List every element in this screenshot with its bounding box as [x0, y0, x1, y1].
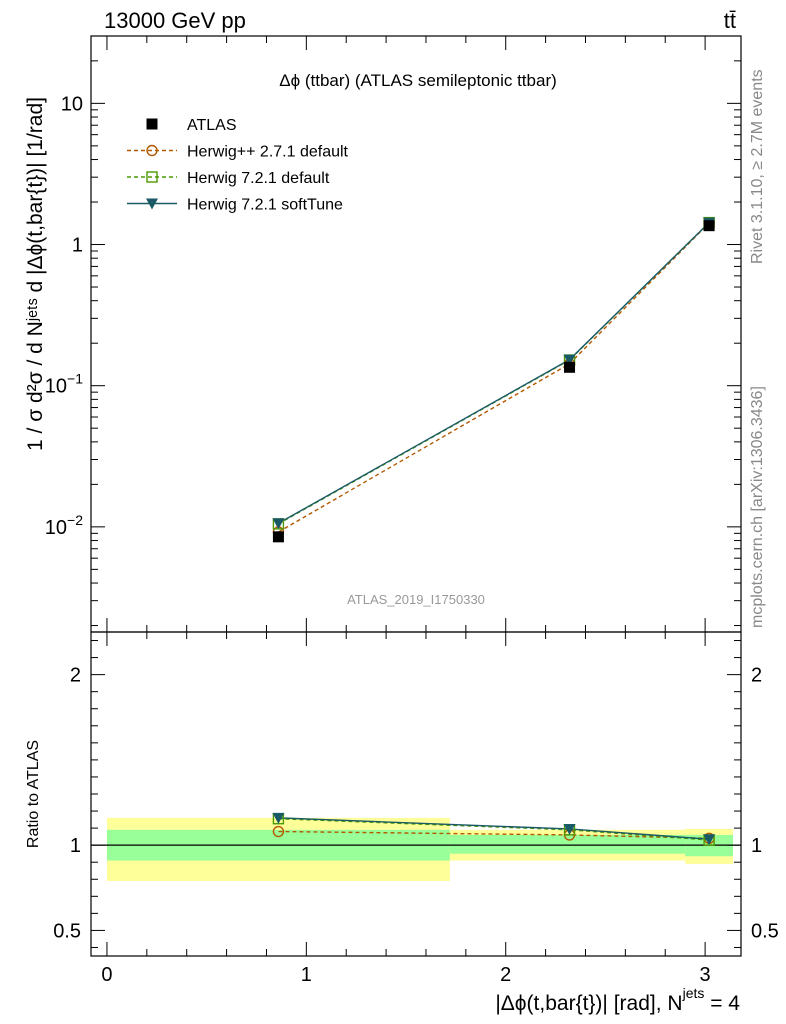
- main-series: [272, 216, 716, 543]
- main-panel: 10−2 10−1 1 10 Δϕ (ttbar) (ATLAS semilepton…: [24, 35, 742, 633]
- main-y-tick-label: 1: [72, 235, 83, 257]
- analysis-id: ATLAS_2019_I1750330: [347, 592, 485, 607]
- site-label: mcplots.cern.ch [arXiv:1306.3436]: [749, 386, 766, 628]
- x-axis-label-main: |Δϕ(t,bar{t})| [rad], N: [495, 992, 682, 1015]
- ratio-y-tick-label-left: 0.5: [53, 920, 81, 942]
- beam-label: 13000 GeV pp: [104, 8, 246, 33]
- ratio-point: [563, 823, 576, 835]
- x-tick-label: 0: [101, 964, 112, 986]
- x-axis-label-tail: = 4: [704, 992, 740, 1015]
- ratio-y-tick-label-left: 1: [70, 835, 81, 857]
- main-y-tick-label: 10: [61, 93, 83, 115]
- legend-label: Herwig 7.2.1 softTune: [187, 197, 343, 214]
- x-axis-label: |Δϕ(t,bar{t})| [rad], Njets = 4: [495, 985, 740, 1015]
- ratio-bands: [91, 817, 741, 881]
- main-y-axis-label: 1 / σ d²σ / d Nʲᵉᵗˢ d |Δϕ(t,bar{t})| [1/…: [24, 97, 47, 451]
- x-tick-label: 3: [700, 964, 711, 986]
- ratio-point: [272, 812, 285, 824]
- legend-marker: [146, 171, 158, 183]
- uncertainty-band-inner: [449, 834, 686, 854]
- ratio-y-tick-label-right: 1: [751, 835, 762, 857]
- legend-marker: [146, 144, 158, 157]
- ratio-series: [272, 812, 716, 846]
- main-series-line: [278, 222, 710, 524]
- legend-marker: [146, 118, 158, 130]
- ratio-y-tick-label-right: 2: [751, 665, 762, 687]
- ratio-ticks: 0.5 0.5 1 1 2 2 0 1 2 3: [53, 632, 779, 986]
- ratio-frame: [90, 631, 742, 957]
- legend-label: Herwig 7.2.1 default: [187, 170, 330, 187]
- main-ticks: 10−2 10−1 1 10: [45, 35, 741, 632]
- x-axis-label-sup: jets: [682, 985, 705, 1001]
- main-point: [272, 531, 284, 543]
- main-y-tick-label: 10−1: [45, 371, 83, 398]
- main-title: Δϕ (ttbar) (ATLAS semileptonic ttbar): [279, 71, 557, 90]
- ratio-point: [272, 825, 285, 838]
- legend: ATLAS Herwig++ 2.7.1 default Herwig 7.2.1 …: [127, 117, 349, 214]
- main-series-line: [278, 222, 710, 525]
- main-point: [272, 518, 285, 530]
- rivet-label: Rivet 3.1.10, ≥ 2.7M events: [749, 69, 766, 264]
- legend-label: ATLAS: [187, 117, 237, 134]
- legend-label: Herwig++ 2.7.1 default: [187, 144, 349, 161]
- ratio-y-tick-label-right: 0.5: [751, 920, 779, 942]
- ratio-point: [703, 834, 716, 846]
- main-point: [703, 220, 715, 232]
- main-series-line: [278, 222, 710, 533]
- x-tick-label: 2: [500, 964, 511, 986]
- main-y-tick-label: 10−2: [45, 512, 83, 539]
- ratio-panel: 0.5 0.5 1 1 2 2 0 1 2 3 Ratio to ATLAS |Δϕ(t,bar{…: [25, 631, 779, 1015]
- process-label: tt̄: [724, 8, 736, 33]
- main-point: [563, 354, 576, 366]
- legend-marker: [146, 198, 158, 210]
- x-tick-label: 1: [301, 964, 312, 986]
- main-point: [564, 361, 576, 373]
- ratio-y-tick-label-left: 2: [70, 665, 81, 687]
- ratio-y-axis-label: Ratio to ATLAS: [25, 740, 42, 848]
